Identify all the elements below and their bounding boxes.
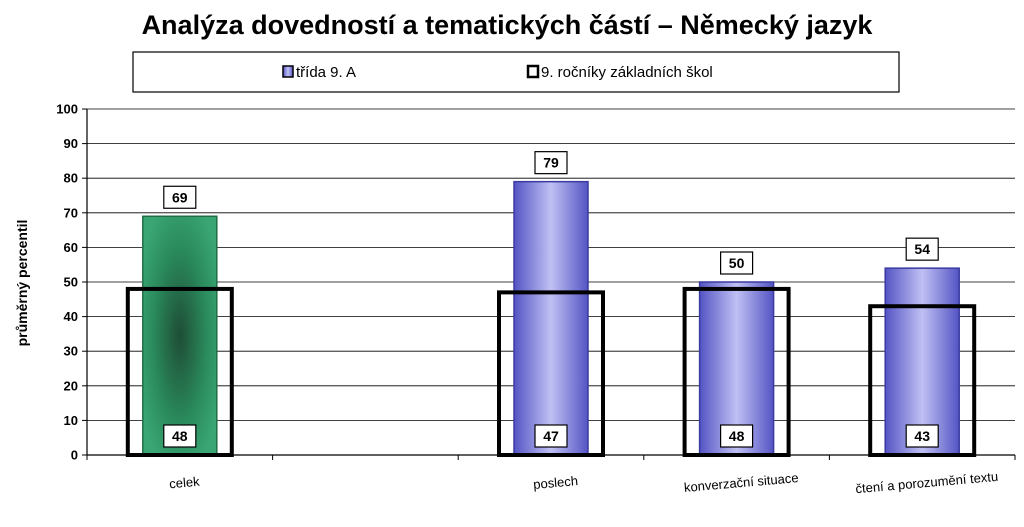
data-label-class: 50 — [729, 255, 745, 271]
y-tick-label: 0 — [71, 448, 78, 463]
bar-national — [125, 286, 234, 458]
y-tick-label: 10 — [64, 413, 78, 428]
data-label-class: 79 — [543, 155, 559, 171]
bar-class — [142, 215, 218, 456]
legend-swatch-class — [282, 65, 294, 78]
y-axis-label: průměrný percentil — [14, 220, 30, 347]
data-label-national: 48 — [729, 428, 745, 444]
data-label-national: 48 — [172, 428, 188, 444]
y-tick-label: 40 — [64, 309, 78, 324]
data-label-class-box — [719, 251, 754, 275]
data-label-class-box — [905, 237, 939, 261]
y-tick-label: 30 — [64, 344, 78, 359]
y-tick-label: 100 — [56, 102, 78, 117]
y-tick-label: 70 — [64, 205, 78, 220]
y-tick-label: 60 — [64, 240, 78, 255]
data-label-class: 54 — [914, 241, 930, 257]
x-tick-label: čtení a porozumění textu — [855, 469, 999, 496]
bar-class — [884, 267, 960, 456]
chart-title: Analýza dovedností a tematických částí –… — [142, 10, 874, 40]
data-label-national-box — [905, 424, 939, 448]
x-tick-label: celek — [169, 474, 201, 492]
data-label-national: 43 — [914, 428, 930, 444]
legend-swatch-national — [526, 64, 540, 79]
legend-box — [132, 51, 900, 93]
data-label-national-box — [534, 424, 568, 448]
y-tick-label: 90 — [64, 136, 78, 151]
bar-class — [513, 180, 589, 456]
x-tick-label: konverzační situace — [683, 470, 799, 495]
data-label-national: 47 — [543, 428, 559, 444]
data-label-national-box — [163, 424, 197, 448]
y-tick-label: 20 — [64, 378, 78, 393]
x-tick-label: poslech — [533, 473, 579, 492]
bar-national — [497, 290, 605, 457]
legend-label-class: třída 9. A — [296, 64, 356, 81]
bar-national — [682, 286, 791, 458]
y-tick-label: 80 — [64, 171, 78, 186]
y-tick-label: 50 — [64, 275, 78, 290]
legend-label-national: 9. ročníky základních škol — [541, 64, 713, 81]
bar-national — [868, 304, 977, 457]
data-label-national-box — [719, 424, 754, 448]
data-label-class-box — [534, 151, 568, 175]
data-label-class-box — [163, 185, 197, 209]
data-label-class: 69 — [172, 189, 188, 205]
